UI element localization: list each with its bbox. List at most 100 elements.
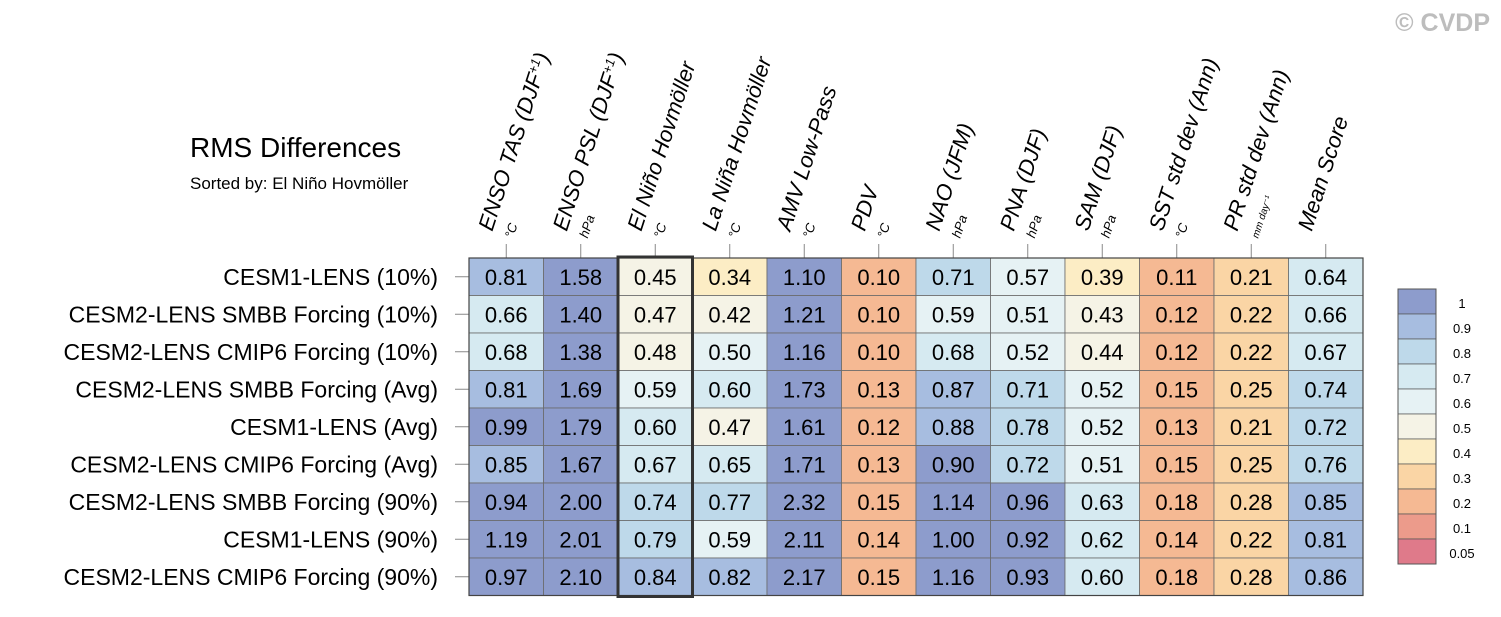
heatmap-cell <box>1139 482 1215 521</box>
colorbar-segment <box>1397 413 1437 440</box>
cell-value-label: 0.25 <box>1230 452 1273 477</box>
heatmap-cell <box>1064 520 1140 559</box>
heatmap-cell <box>692 370 768 409</box>
column-header-label: ENSO PSL (DJF+1) <box>548 49 629 233</box>
colorbar-tick-label: 0.4 <box>1453 446 1471 461</box>
cell-value-label: 0.88 <box>932 415 975 440</box>
cell-value-label: 0.79 <box>634 527 677 552</box>
colorbar-segment <box>1397 488 1437 515</box>
cell-value-label: 0.47 <box>708 415 751 440</box>
heatmap-cell <box>990 332 1066 371</box>
column-header-label: PR std dev (Ann) <box>1218 67 1294 234</box>
cell-value-label: 1.61 <box>783 415 826 440</box>
cell-value-label: 0.44 <box>1081 340 1124 365</box>
row-label: CESM2-LENS SMBB Forcing (Avg) <box>75 376 438 402</box>
heatmap-cell <box>1139 370 1215 409</box>
cell-value-label: 0.42 <box>708 302 751 327</box>
cell-value-label: 0.85 <box>485 452 528 477</box>
colorbar-tick-label: 0.3 <box>1453 471 1471 486</box>
heatmap-cell <box>766 407 842 446</box>
cell-value-label: 0.67 <box>1304 340 1347 365</box>
cell-value-label: 0.78 <box>1006 415 1049 440</box>
heatmap-cell <box>468 482 544 521</box>
cell-value-label: 0.15 <box>857 490 900 515</box>
column-unit-label: hPa <box>576 213 597 240</box>
row-label: CESM2-LENS CMIP6 Forcing (10%) <box>64 339 439 365</box>
heatmap-cell <box>1213 370 1289 409</box>
column-header-pdv: PDV°C <box>846 181 893 240</box>
row-label: CESM2-LENS CMIP6 Forcing (Avg) <box>70 451 438 477</box>
heatmap-cell <box>766 295 842 334</box>
cell-value-label: 0.76 <box>1304 452 1347 477</box>
heatmap-cell <box>468 332 544 371</box>
cell-value-label: 0.59 <box>708 527 751 552</box>
heatmap-cell <box>468 557 544 596</box>
heatmap-cell <box>468 407 544 446</box>
cell-value-label: 1.71 <box>783 452 826 477</box>
heatmap-cell <box>543 445 619 484</box>
heatmap-cell <box>543 407 619 446</box>
column-header-label: SAM (DJF) <box>1069 122 1126 233</box>
heatmap-cell <box>766 520 842 559</box>
column-header-pna-djf: PNA (DJF)hPa <box>995 125 1051 239</box>
cell-value-label: 0.45 <box>634 265 677 290</box>
heatmap-cell <box>692 445 768 484</box>
heatmap-cell <box>841 257 917 296</box>
heatmap-cell <box>692 482 768 521</box>
heatmap-cell <box>617 445 693 484</box>
cell-value-label: 0.15 <box>1155 452 1198 477</box>
cell-value-label: 0.13 <box>857 377 900 402</box>
colorbar-tick-label: 1 <box>1458 296 1465 311</box>
cell-value-label: 1.21 <box>783 302 826 327</box>
cell-value-label: 1.58 <box>559 265 602 290</box>
cell-value-label: 0.64 <box>1304 265 1347 290</box>
cell-value-label: 0.60 <box>1081 565 1124 590</box>
heatmap-cell <box>990 295 1066 334</box>
column-header-sam-djf: SAM (DJF)hPa <box>1069 122 1126 239</box>
heatmap-cell <box>841 332 917 371</box>
heatmap-cell <box>1213 445 1289 484</box>
heatmap-cell <box>617 257 693 296</box>
cell-value-label: 0.21 <box>1230 415 1273 440</box>
colorbar-segment <box>1397 438 1437 465</box>
heatmap-cell <box>1288 557 1364 596</box>
cell-value-label: 2.00 <box>559 490 602 515</box>
cell-value-label: 1.00 <box>932 527 975 552</box>
heatmap-cell <box>617 332 693 371</box>
heatmap-cell <box>766 332 842 371</box>
cell-value-label: 0.60 <box>634 415 677 440</box>
column-headers: ENSO TAS (DJF+1)°C ENSO PSL (DJF+1)hPa El … <box>473 49 1353 258</box>
cell-value-label: 0.47 <box>634 302 677 327</box>
cell-value-label: 1.69 <box>559 377 602 402</box>
heatmap-cell <box>915 370 991 409</box>
chart-subtitle: Sorted by: El Niño Hovmöller <box>190 174 409 193</box>
cell-value-label: 0.50 <box>708 340 751 365</box>
cell-value-label: 0.11 <box>1156 265 1197 290</box>
cell-value-label: 0.74 <box>634 490 677 515</box>
column-header-label: La Niña Hovmöller <box>697 52 777 233</box>
cell-value-label: 2.11 <box>784 527 825 552</box>
cell-value-label: 0.77 <box>708 490 751 515</box>
heatmap-cell <box>1288 370 1364 409</box>
chart-title: RMS Differences <box>190 132 401 163</box>
heatmap-cell <box>1139 257 1215 296</box>
cell-value-label: 0.22 <box>1230 340 1273 365</box>
heatmap-cell <box>841 370 917 409</box>
cell-value-label: 2.10 <box>559 565 602 590</box>
heatmap-cell <box>1139 332 1215 371</box>
colorbar-tick-label: 0.05 <box>1449 546 1474 561</box>
cell-value-label: 0.52 <box>1006 340 1049 365</box>
column-header-label: Mean Score <box>1293 113 1353 234</box>
cell-value-label: 0.22 <box>1230 302 1273 327</box>
column-unit-label: °C <box>651 221 670 240</box>
column-header-label: ENSO TAS (DJF+1) <box>473 49 554 233</box>
cell-value-label: 0.66 <box>1304 302 1347 327</box>
cell-value-label: 0.82 <box>708 565 751 590</box>
cell-value-label: 0.52 <box>1081 415 1124 440</box>
cell-value-label: 0.92 <box>1006 527 1049 552</box>
cell-value-label: 0.59 <box>932 302 975 327</box>
cell-value-label: 1.16 <box>783 340 826 365</box>
heatmap-cell <box>543 370 619 409</box>
colorbar-segment <box>1397 538 1437 565</box>
cell-value-label: 0.18 <box>1155 565 1198 590</box>
